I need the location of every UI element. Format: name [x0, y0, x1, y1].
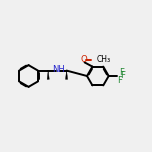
Text: O: O [81, 55, 88, 64]
Polygon shape [66, 71, 68, 79]
Text: F: F [117, 76, 122, 85]
Text: F: F [119, 68, 124, 77]
Text: NH: NH [52, 66, 64, 74]
Polygon shape [47, 71, 49, 79]
Text: CH₃: CH₃ [97, 55, 111, 64]
Text: F: F [120, 71, 125, 80]
